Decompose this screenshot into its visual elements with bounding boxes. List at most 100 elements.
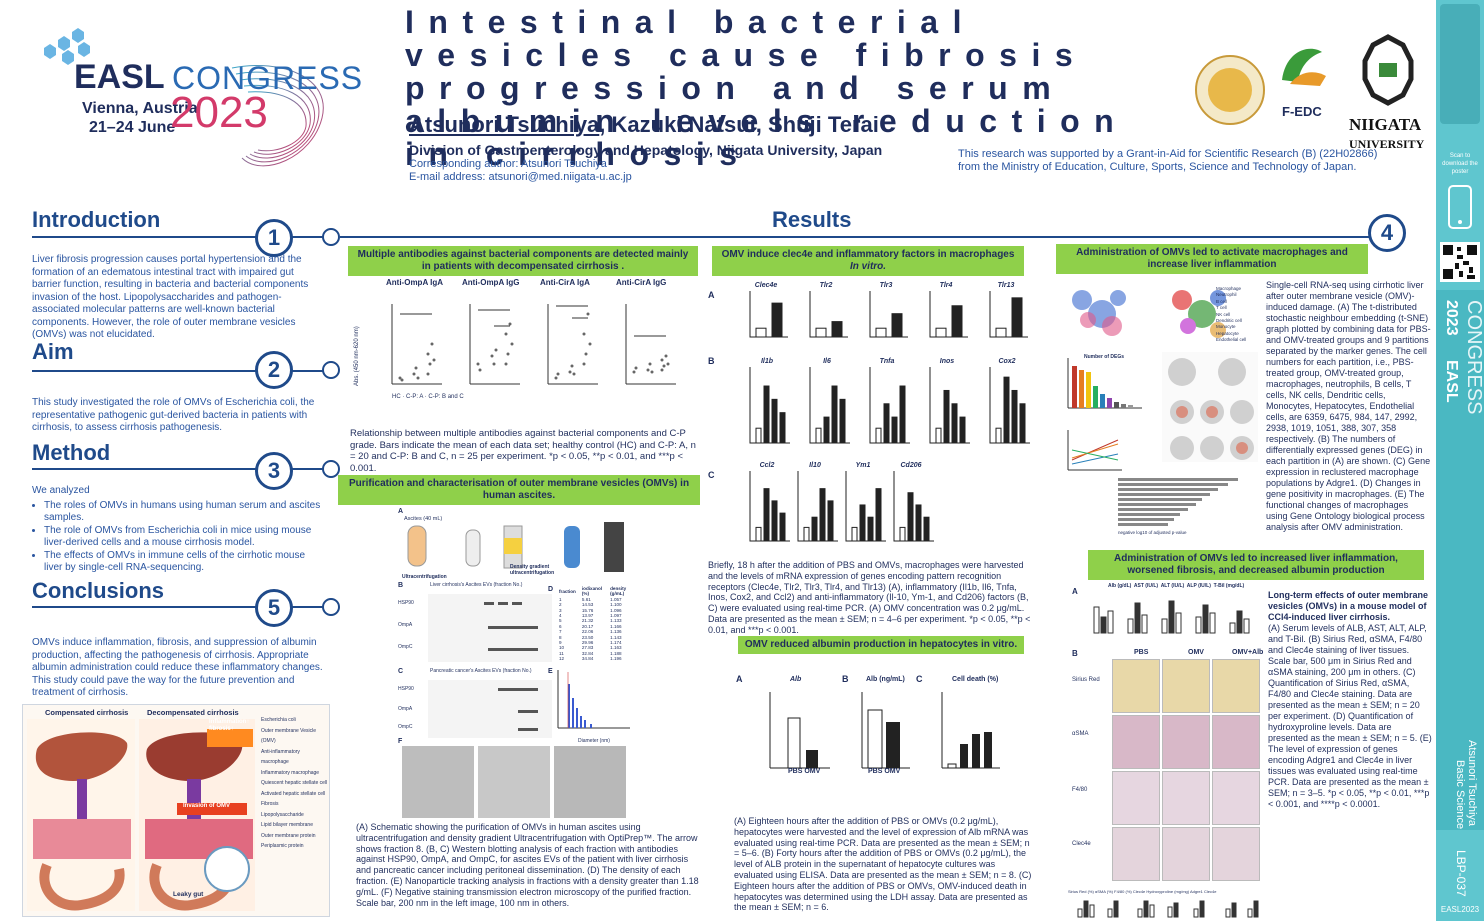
histology-image — [1112, 771, 1160, 825]
schematic-legend: Escherichia coli Outer membrane Vesicle (… — [261, 717, 328, 849]
antibodies-caption: Relationship between multiple antibodies… — [350, 428, 696, 474]
histology-image — [1212, 715, 1260, 769]
purification-caption: (A) Schematic showing the purification o… — [356, 822, 699, 908]
purification-figure: A Ascites (40 mL) Ultracentrifugation De… — [398, 508, 633, 818]
first-author[interactable]: Atsunori Tsuchiya — [409, 112, 600, 137]
gene-bars — [989, 367, 1030, 444]
gene-chart-tlr3: Tlr3 — [860, 282, 912, 356]
albumin-charts: A B C Alb Alb (ng/mL) Cell death (%) PBS… — [730, 668, 1030, 798]
aim-underline — [32, 370, 332, 372]
conclusions-underline — [32, 606, 332, 608]
nta-chart — [557, 670, 630, 729]
tsne-and-deg-plots — [1062, 280, 1258, 526]
qr-icon — [1443, 245, 1477, 279]
email-address[interactable]: E-mail address: atsunori@med.niigata-u.a… — [409, 171, 632, 183]
tem-image-2 — [478, 746, 550, 818]
density-row: 9 29.96 1.174 — [559, 640, 622, 646]
sidebar-footer: EASL2023 — [1440, 905, 1480, 914]
results-heading: Results — [772, 207, 852, 232]
clec4e-caption: Briefly, 18 h after the addition of PBS … — [708, 560, 1031, 635]
invasion-label: Invasion of OMV — [183, 803, 231, 809]
method-text: We analyzed The roles of OMVs in humans … — [32, 485, 324, 575]
easl-text: EASL — [74, 58, 165, 96]
histology-image — [1112, 827, 1160, 881]
scan-note: Scan to download the poster — [1442, 153, 1478, 175]
right-sidebar: Scan to download the poster CONGRESS 2023 … — [1436, 0, 1484, 921]
niigata-label: NIIGATA — [1349, 115, 1422, 134]
conclusions-text: OMVs induce inflammation, fibrosis, and … — [32, 637, 323, 698]
decorative-wave — [231, 64, 324, 167]
aim-heading: Aim — [32, 339, 74, 364]
fibrosis-figure: A Alb (g/dL) AST (IU/L) ALT (IU/L) ALP (… — [1068, 583, 1264, 918]
conclusions-heading: Conclusions — [32, 578, 165, 603]
schematic-right-title: Decompensated cirrhosis — [147, 708, 239, 717]
macrophage-caption: Single-cell RNA-seq using cirrhotic live… — [1266, 280, 1431, 532]
gene-bars — [869, 291, 908, 338]
method-underline — [32, 468, 332, 470]
intro-dot — [322, 228, 340, 246]
authors: Atsunori Tsuchiya, Kazuki Natsui, Shuji … — [409, 112, 879, 138]
gene-chart-tlr13: Tlr13 — [980, 282, 1032, 356]
co-authors: , Kazuki Natsui, Shuji Terai — [599, 112, 879, 137]
gene-chart-ym1: Ym1 — [836, 462, 890, 560]
qr-code[interactable] — [1440, 242, 1480, 282]
density-row: 2 14.53 1.100 — [559, 602, 622, 608]
corresponding-author: Corresponding author: Atsunori Tsuchiya — [409, 158, 607, 170]
method-item-3: The effects of OMVs in immune cells of t… — [44, 550, 324, 575]
chart-title-ompa-iga: Anti-OmpA IgA — [386, 278, 444, 287]
clec4e-header: OMV induce clec4e and inflammatory facto… — [712, 246, 1024, 276]
affiliation: Division of Gastroenterology and Hepatol… — [409, 142, 883, 158]
albumin-bar-charts — [769, 692, 1000, 769]
gene-bars — [749, 367, 790, 444]
density-row: 3 15.76 1.096 — [559, 607, 622, 613]
section-number-5: 5 — [255, 589, 293, 627]
gene-chart-clec4e: Clec4e — [740, 282, 792, 356]
antibody-scatter-plots — [391, 304, 676, 385]
gene-chart-tnfa: Tnfa — [860, 358, 914, 462]
fedc-logo: F-EDC — [1190, 30, 1340, 155]
quant-titles: Sirius Red (%) αSMA (%) F4/80 (%) Clec4e… — [1068, 889, 1217, 894]
density-row: 12 34.84 1.196 — [559, 656, 622, 662]
gene-bars — [989, 291, 1028, 338]
aim-text: This study investigated the role of OMVs… — [32, 397, 315, 433]
phone-icon — [1448, 185, 1472, 229]
congress-year: 2023 — [170, 88, 268, 137]
scrna-figure: Number of DEGs negative log10 of adjuste… — [1048, 280, 1264, 540]
quantification-charts: Sirius Red (%) αSMA (%) F4/80 (%) Clec4e… — [1068, 889, 1264, 919]
section-number-3: 3 — [255, 452, 293, 490]
aim-dot — [322, 361, 340, 379]
congress-city: Vienna, Austria — [82, 100, 198, 117]
tem-images — [402, 746, 628, 818]
gene-bars — [809, 291, 848, 338]
sidebar-congress: CONGRESS — [1463, 300, 1484, 415]
method-dot — [322, 460, 340, 478]
chart-title-cira-igg: Anti-CirA IgG — [616, 278, 667, 287]
western-blot-c — [428, 680, 552, 738]
histology-image — [1112, 715, 1160, 769]
purification-tubes — [407, 522, 624, 572]
gene-bars — [845, 471, 886, 542]
section-number-1: 1 — [255, 219, 293, 257]
section-number-4: 4 — [1368, 214, 1406, 252]
method-intro: We analyzed — [32, 485, 90, 496]
leaky-gut-label: Leaky gut — [173, 891, 204, 898]
western-blot-b — [428, 594, 552, 662]
histology-image — [1162, 659, 1210, 713]
sidebar-band — [1436, 290, 1484, 830]
chart-title-ompa-igg: Anti-OmpA IgG — [462, 278, 520, 287]
tem-image-1 — [402, 746, 474, 818]
intro-text: Liver fibrosis progression causes portal… — [32, 254, 309, 340]
macrophage-header: Administration of OMVs led to activate m… — [1056, 244, 1368, 274]
gene-chart-tlr2: Tlr2 — [800, 282, 852, 356]
histology-image — [1162, 827, 1210, 881]
sidebar-code: LBP-037 — [1454, 850, 1468, 897]
antibody-ylabel: Abs. (450 nm-620 nm) — [354, 326, 360, 386]
grant-note: This research was supported by a Grant-i… — [958, 148, 1378, 173]
serum-chart-titles: Alb (g/dL) AST (IU/L) ALT (IU/L) ALP (IU… — [1108, 583, 1245, 589]
density-row: 4 13.97 1.097 — [559, 613, 622, 619]
university-label: UNIVERSITY — [1349, 137, 1425, 151]
sidebar-track: Basic Science — [1454, 760, 1466, 830]
easl-congress-logo: EASL CONGRESS Vienna, Austria 21–24 June… — [34, 28, 362, 198]
fibrosis-caption: Long-term effects of outer membrane vesi… — [1268, 590, 1432, 809]
clec4e-bar-charts: A B C Clec4e Tlr2 Tlr3 Tlr4 Tlr13 Il1b Il6 Tnf… — [706, 280, 1036, 560]
